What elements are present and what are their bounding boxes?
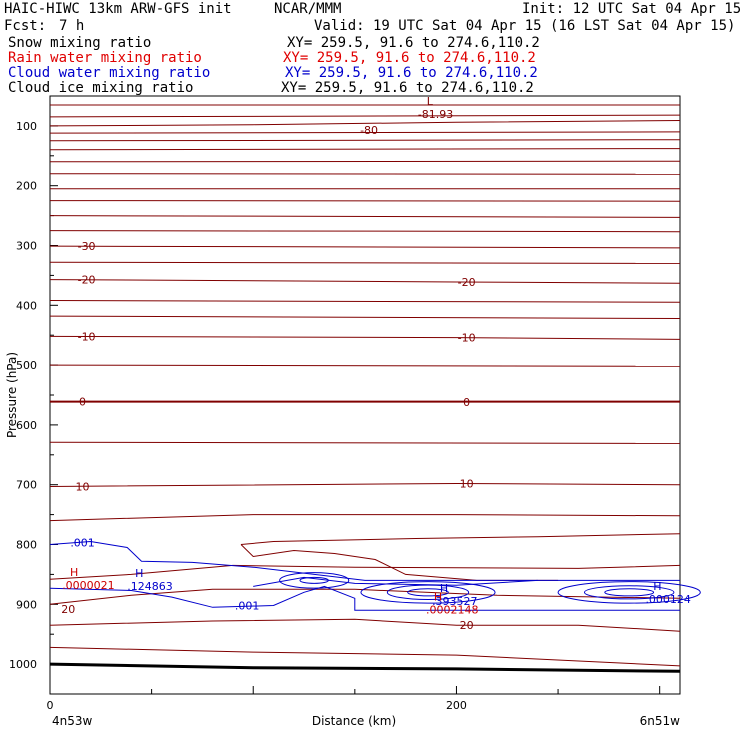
extremum-value: .0002148	[426, 603, 479, 616]
y-tick-label: 1000	[9, 658, 37, 671]
field-rain-name: Rain water mixing ratio	[8, 50, 202, 66]
isotherm-line	[49, 230, 681, 233]
isotherm-line	[49, 160, 681, 163]
extremum-letter: H	[653, 580, 661, 593]
y-tick-label: 800	[16, 539, 37, 552]
field-cloud-ice-xy: XY= 259.5, 91.6 to 274.6,110.2	[281, 80, 534, 96]
extremum-value: .393527	[432, 595, 478, 608]
field-cloud-ice-name: Cloud ice mixing ratio	[8, 80, 194, 96]
isotherm-line	[49, 514, 681, 522]
extremum-letter: H	[70, 566, 78, 579]
extremum-value: .000124	[645, 593, 691, 606]
cloud-water-contour	[279, 572, 350, 589]
isotherm-line	[49, 564, 681, 580]
cloud-water-contour	[604, 588, 655, 597]
field-snow-xy: XY= 259.5, 91.6 to 274.6,110.2	[287, 35, 540, 51]
isotherm-line	[49, 364, 681, 367]
isotherm-line	[49, 482, 681, 487]
cloud-water-contour	[557, 581, 701, 604]
isotherm-label: 20	[61, 603, 75, 616]
y-tick-label: 900	[16, 598, 37, 611]
isotherm-label: 10	[76, 480, 90, 493]
isotherm-line	[49, 215, 681, 218]
isotherm-label: -10	[78, 330, 96, 343]
isotherm-line	[49, 148, 681, 151]
left-location-label: 4n53w	[52, 714, 93, 728]
isotherm-line	[49, 335, 681, 340]
isotherm-line	[49, 200, 681, 202]
cloud-water-label: .001	[70, 537, 95, 550]
extremum-value: .0000021	[62, 579, 115, 592]
isotherm-label: 10	[460, 478, 474, 491]
cloud-water-contour	[407, 588, 449, 597]
extremum-letter: H	[135, 567, 143, 580]
fcst-label: Fcst:	[4, 18, 47, 34]
extremum-value: .124863	[127, 580, 172, 593]
extremum-letter: H	[434, 590, 442, 603]
init-time: Init: 12 UTC Sat 04 Apr 15	[522, 1, 740, 17]
cloud-water-contour	[49, 585, 680, 611]
isotherm-line	[49, 261, 681, 264]
x-tick-label: 200	[446, 699, 467, 712]
extremum-letter: H	[440, 582, 448, 595]
isotherm-label: -10	[458, 332, 476, 345]
isotherm-line	[240, 544, 559, 581]
y-tick-label: 200	[16, 180, 37, 193]
field-cloud-water-xy: XY= 259.5, 91.6 to 274.6,110.2	[285, 65, 538, 81]
isotherm-line	[240, 533, 681, 545]
y-tick-label: 500	[16, 359, 37, 372]
isotherm-line	[49, 131, 681, 134]
y-tick-label: 600	[16, 419, 37, 432]
cloud-water-contour	[253, 576, 538, 587]
right-location-label: 6n51w	[640, 714, 681, 728]
x-tick-label: 0	[47, 699, 54, 712]
extremum-value: -81.93	[418, 108, 453, 121]
isotherm-label: -80	[360, 124, 378, 137]
isotherm-line	[49, 114, 681, 118]
fcst-value: 7 h	[59, 18, 85, 34]
field-rain-xy: XY= 259.5, 91.6 to 274.6,110.2	[283, 50, 536, 66]
cloud-water-label: .001	[235, 599, 260, 612]
cloud-water-contour	[299, 576, 329, 584]
title-left: HAIC-HIWC 13km ARW-GFS init	[4, 1, 232, 17]
isotherm-label: -20	[78, 274, 96, 287]
isotherm-label: -20	[458, 276, 476, 289]
isotherm-line	[49, 300, 681, 303]
extremum-letter: L	[427, 95, 434, 108]
y-axis-label: Pressure (hPa)	[5, 352, 19, 438]
isotherm-line	[49, 646, 681, 667]
plot-frame	[49, 95, 681, 695]
isotherm-line	[49, 245, 681, 249]
isotherm-line	[49, 120, 681, 127]
isotherm-line	[49, 588, 681, 605]
cloud-water-contour	[583, 585, 675, 600]
cloud-water-contour	[360, 581, 496, 604]
x-axis-label: Distance (km)	[312, 714, 396, 728]
isotherm-label: 20	[460, 619, 474, 632]
field-snow-name: Snow mixing ratio	[8, 35, 152, 51]
center-label: NCAR/MMM	[274, 1, 342, 17]
cloud-water-contour	[49, 540, 680, 581]
isotherm-label: 0	[463, 396, 470, 409]
cloud-water-contour	[386, 584, 470, 601]
valid-time: Valid: 19 UTC Sat 04 Apr 15 (16 LST Sat …	[314, 18, 736, 34]
y-tick-label: 400	[16, 299, 37, 312]
field-cloud-water-name: Cloud water mixing ratio	[8, 65, 211, 81]
isotherm-line	[49, 279, 681, 284]
surface-line	[49, 662, 681, 673]
y-tick-label: 700	[16, 479, 37, 492]
isotherm-line	[49, 441, 681, 444]
isotherm-line	[49, 139, 681, 142]
isotherm-label: -30	[78, 240, 96, 253]
y-tick-label: 100	[16, 120, 37, 133]
isotherm-label: 0	[79, 396, 86, 409]
isotherm-line	[49, 315, 681, 319]
isotherm-line	[49, 618, 681, 632]
isotherm-line	[49, 173, 681, 175]
y-tick-label: 300	[16, 240, 37, 253]
